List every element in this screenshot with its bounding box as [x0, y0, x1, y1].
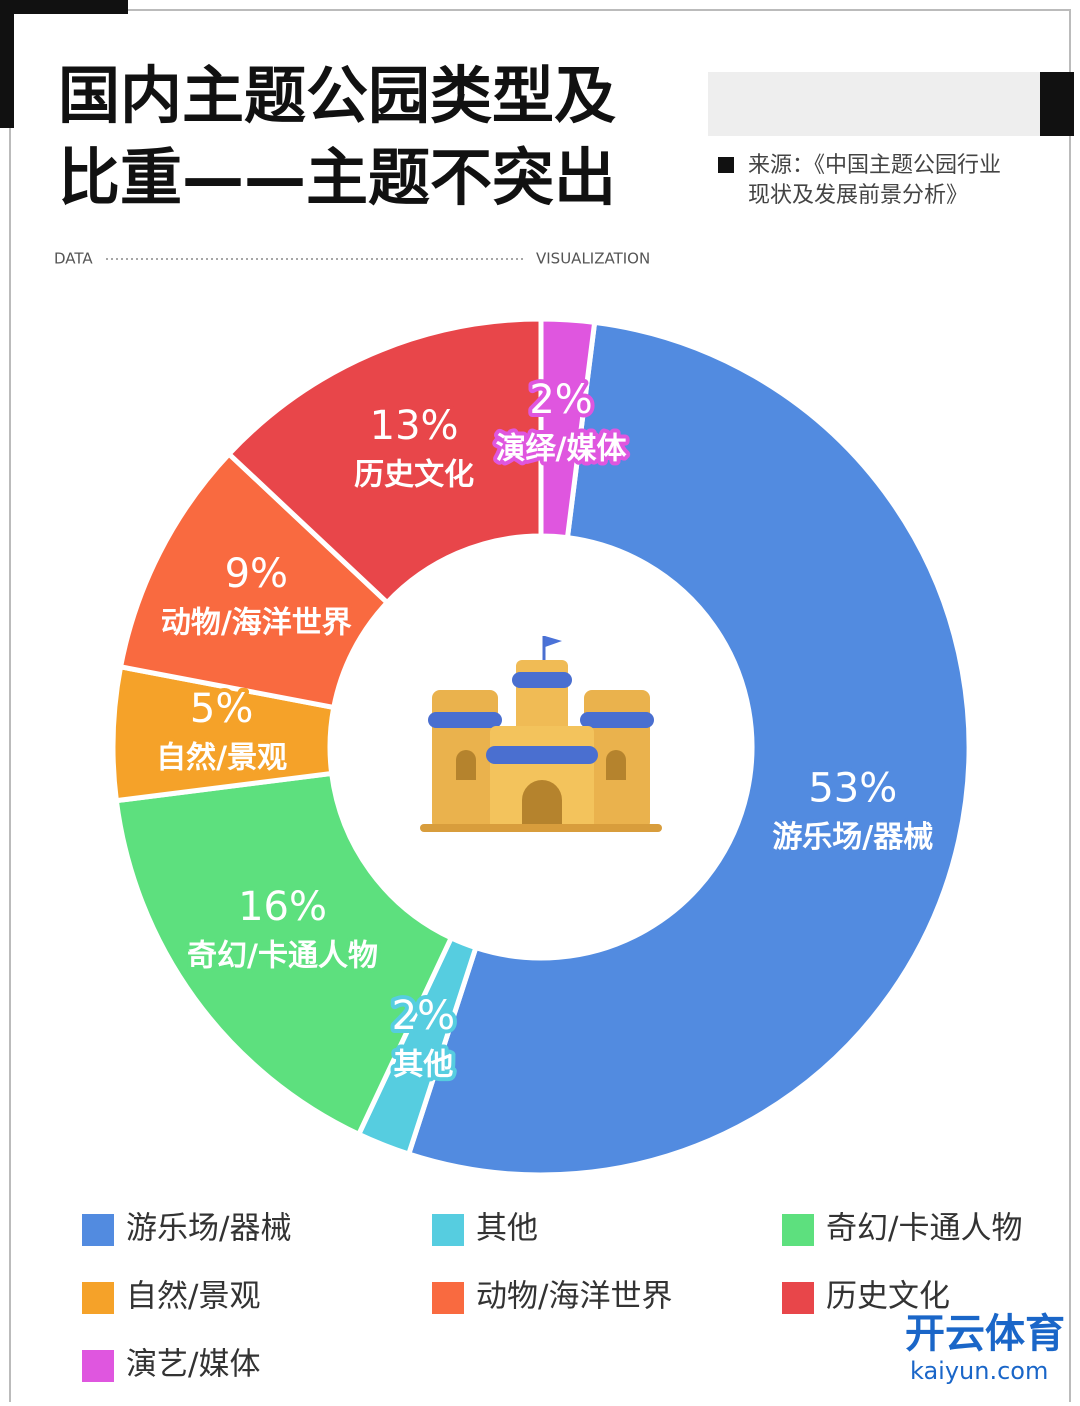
slice-label: 奇幻/卡通人物 [187, 938, 378, 973]
legend-label: 自然/景观 [126, 1279, 260, 1315]
legend-swatch [82, 1214, 114, 1246]
slice-label: 游乐场/器械 [772, 820, 933, 855]
slice [538, 316, 598, 541]
tag: VISUALIZATION [536, 250, 650, 268]
legend-swatch [432, 1282, 464, 1314]
source: 现状及发展前景分析》 [748, 183, 968, 208]
slice [405, 319, 972, 1178]
legend-label: 演艺/媒体 [126, 1347, 260, 1383]
value-label: 13% [370, 403, 459, 449]
slice-label: 自然/景观 [156, 740, 287, 775]
value-label: 16% [238, 884, 327, 930]
corner-bar [0, 0, 14, 128]
frame [9, 9, 1071, 1402]
source-bullet [718, 157, 734, 173]
slice [113, 770, 455, 1138]
value-label: 2% [392, 993, 455, 1039]
legend-swatch [782, 1282, 814, 1314]
legend-label: 其他 [476, 1211, 538, 1247]
value-label: 5% [190, 686, 253, 732]
title: 比重——主题不突出 [58, 141, 616, 214]
slice-label: 动物/海洋世界 [161, 605, 352, 640]
legend-swatch [82, 1350, 114, 1382]
legend-label: 游乐场/器械 [126, 1211, 291, 1247]
header-block [1040, 72, 1074, 136]
source: 来源：《中国主题公园行业 [748, 153, 1001, 178]
castle-icon [420, 636, 662, 832]
donut: 53% 游乐场/器械 2% 其他 16% 奇幻/卡通人物 5% 自然/景观 9% 动物/海洋世界 1… [110, 316, 972, 1178]
header-band [708, 72, 1070, 136]
legend-label: 动物/海洋世界 [476, 1279, 672, 1315]
watermark: 开云体育 [905, 1311, 1065, 1357]
slice-label: 历史文化 [354, 457, 474, 492]
slice [225, 316, 544, 607]
slice [117, 450, 391, 711]
value-label: 53% [808, 766, 897, 812]
value-label: 9% [225, 551, 288, 597]
legend-swatch [782, 1214, 814, 1246]
title: 国内主题公园类型及 [58, 59, 616, 132]
legend-swatch [432, 1214, 464, 1246]
corner-bar [0, 0, 128, 14]
slice-label: 其他 [393, 1048, 453, 1083]
slice-label: 演绎/媒体 [496, 432, 628, 467]
watermark: kaiyun.com [910, 1357, 1048, 1385]
legend-label: 奇幻/卡通人物 [826, 1211, 1022, 1247]
tag: DATA [54, 250, 93, 268]
value-label: 2% [529, 377, 592, 423]
legend-swatch [82, 1282, 114, 1314]
legend-label: 历史文化 [826, 1279, 950, 1315]
